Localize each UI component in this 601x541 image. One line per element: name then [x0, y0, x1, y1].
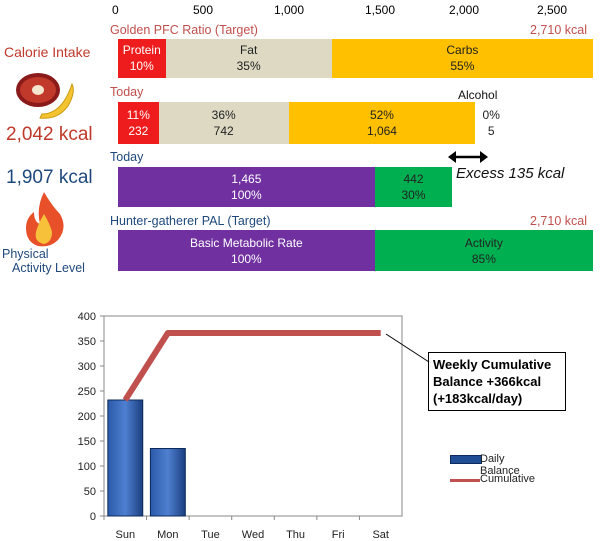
legend-swatch-cumulative — [450, 479, 480, 482]
carbs-target-pct: 55% — [450, 59, 475, 73]
y-tick-label: 150 — [78, 436, 96, 448]
carbs-target-segment: Carbs 55% — [331, 39, 593, 78]
weekly-annotation: Weekly Cumulative Balance +366kcal (+183… — [428, 352, 566, 411]
carbs-target-label: Carbs — [446, 43, 479, 57]
top-axis-tick: 2,000 — [449, 3, 480, 17]
pal-target-total: 2,710 kcal — [530, 214, 587, 228]
alcohol-today-pct: 0% — [482, 108, 500, 122]
protein-target-label: Protein — [122, 43, 161, 57]
y-tick-label: 0 — [90, 511, 96, 523]
carbs-today-segment: 52% 1,064 — [288, 102, 476, 144]
top-axis-tick: 2,500 — [537, 3, 568, 17]
carbs-today-pct: 52% — [369, 108, 394, 122]
activity-today-pct: 30% — [401, 188, 426, 202]
pal-label-line1: Physical — [2, 247, 49, 261]
x-tick-label: Sun — [115, 529, 135, 541]
x-tick-label: Wed — [242, 529, 264, 541]
excess-double-arrow-icon — [448, 151, 488, 163]
activity-target-segment: Activity 85% — [374, 230, 593, 271]
top-axis-tick: 1,000 — [274, 3, 305, 17]
pfc-today-bar: 11% 232 36% 742 52% 1,064 0% 5 — [118, 102, 593, 144]
pfc-target-bar: Protein 10% Fat 35% Carbs 55% — [118, 39, 593, 78]
alcohol-today-segment: 0% 5 — [477, 102, 506, 144]
fire-icon — [26, 192, 64, 247]
calorie-intake-value: 2,042 kcal — [6, 124, 93, 145]
fat-today-kcal: 742 — [213, 124, 234, 138]
burn-value: 1,907 kcal — [6, 167, 93, 188]
x-tick-label: Thu — [286, 529, 305, 541]
fat-target-segment: Fat 35% — [165, 39, 332, 78]
legend-label-daily: Daily Balance — [480, 453, 520, 477]
y-tick-label: 50 — [84, 486, 96, 498]
carbs-today-kcal: 1,064 — [366, 124, 397, 138]
calorie-intake-title: Calorie Intake — [4, 44, 91, 60]
protein-target-segment: Protein 10% — [118, 39, 166, 78]
fat-target-pct: 35% — [236, 59, 261, 73]
protein-today-segment: 11% 232 — [118, 102, 159, 144]
fat-today-pct: 36% — [211, 108, 236, 122]
annotation-pointer — [385, 333, 430, 363]
burn-today-bar: 1,465 100% 442 30% — [118, 167, 593, 207]
y-tick-label: 350 — [78, 336, 96, 348]
protein-today-pct: 11% — [126, 108, 150, 122]
fat-target-label: Fat — [239, 43, 258, 57]
weekly-balance-chart: 0 50 100 150 200 250 300 350 400 Sun Mon Tue Wed Thu… — [78, 311, 403, 541]
pfc-target-total: 2,710 kcal — [530, 23, 587, 37]
top-axis-tick: 500 — [193, 3, 214, 17]
pfc-today-title: Today — [110, 85, 144, 99]
x-tick-label: Sat — [372, 529, 389, 541]
protein-today-kcal: 232 — [128, 124, 149, 138]
y-tick-label: 250 — [78, 386, 96, 398]
protein-target-pct: 10% — [129, 59, 154, 73]
legend-swatch-daily — [450, 455, 482, 464]
daily-balance-bar — [149, 448, 186, 517]
daily-balance-bar — [107, 399, 144, 517]
alcohol-today-kcal: 5 — [487, 124, 495, 138]
activity-target-label: Activity — [464, 236, 503, 250]
y-tick-label: 100 — [78, 461, 96, 473]
excess-label: Excess 135 kcal — [456, 165, 565, 182]
meat-banana-icon — [16, 73, 74, 119]
x-tick-label: Tue — [201, 529, 220, 541]
burn-today-title: Today — [110, 150, 144, 164]
metabolic-target-pct: 100% — [231, 252, 262, 266]
pfc-target-title: Golden PFC Ratio (Target) — [110, 23, 258, 37]
metabolic-target-label: Basic Metabolic Rate — [190, 236, 303, 250]
pal-label-line2: Activity Level — [12, 261, 85, 275]
cumulative-line — [122, 330, 381, 402]
alcohol-label: Alcohol — [458, 88, 498, 102]
weekly-annotation-line1: Weekly Cumulative — [433, 357, 552, 372]
metabolic-today-segment: 1,465 100% — [118, 167, 375, 207]
weekly-annotation-line3: (+183kcal/day) — [433, 391, 523, 406]
activity-today-kcal: 442 — [403, 172, 424, 186]
x-tick-label: Mon — [157, 529, 178, 541]
top-axis-tick: 0 — [112, 3, 119, 17]
pal-target-title: Hunter-gatherer PAL (Target) — [110, 214, 271, 228]
metabolic-today-pct: 100% — [231, 188, 262, 202]
activity-today-segment: 442 30% — [374, 167, 453, 207]
x-tick-label: Fri — [332, 529, 345, 541]
plot-frame — [103, 315, 403, 517]
legend-label-cumulative: Cumulative — [480, 473, 536, 485]
metabolic-target-segment: Basic Metabolic Rate 100% — [118, 230, 375, 271]
weekly-annotation-line2: Balance +366kcal — [433, 374, 542, 389]
y-tick-label: 400 — [78, 311, 96, 323]
pal-target-bar: Basic Metabolic Rate 100% Activity 85% — [118, 230, 593, 271]
activity-target-pct: 85% — [471, 252, 496, 266]
y-tick-label: 300 — [78, 361, 96, 373]
y-tick-label: 200 — [78, 411, 96, 423]
fat-today-segment: 36% 742 — [158, 102, 289, 144]
top-axis-tick: 1,500 — [365, 3, 396, 17]
metabolic-today-kcal: 1,465 — [231, 172, 262, 186]
